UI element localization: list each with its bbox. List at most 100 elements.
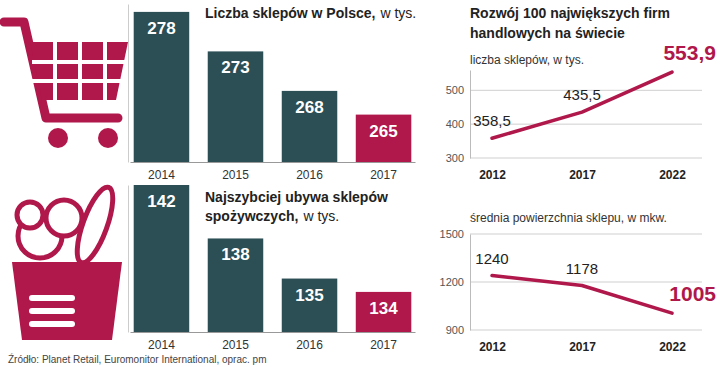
title-line: Liczba sklepów w Polsce, (205, 5, 375, 21)
cart-grid (103, 42, 107, 100)
y-tick: 900 (446, 324, 464, 336)
x-axis: 2014 2015 2016 2017 (131, 333, 416, 352)
subtitle: w tys. (379, 5, 416, 21)
subtitle: liczba sklepów, w tys. (470, 53, 584, 67)
x-tick: 2016 (296, 168, 323, 182)
x-tick: 2017 (569, 168, 596, 182)
data-labels: 278273268265 (147, 19, 397, 141)
title-line: spożywczych, (205, 208, 298, 224)
x-tick: 2017 (370, 338, 397, 352)
bar (134, 12, 190, 162)
bag-stripe (32, 295, 72, 301)
icon-bag (12, 183, 122, 340)
x-tick-label: 2017 (569, 340, 596, 354)
data-label: 138 (221, 245, 249, 264)
x-tick: 2017 (370, 168, 397, 182)
x-tick-label: 2022 (659, 340, 686, 354)
bar (282, 91, 338, 162)
cart-wheel (98, 128, 118, 148)
data-label: 273 (221, 58, 249, 77)
x-axis-line (131, 332, 416, 333)
y-axis-line (128, 5, 129, 163)
grid (470, 234, 702, 330)
grid-line (470, 158, 702, 159)
x-tick-label: 2015 (222, 168, 249, 182)
x-axis: 2012 2017 2022 (479, 340, 686, 354)
x-axis: 2014 2015 2016 2017 (131, 163, 416, 182)
title-line: Najszybciej ubywa sklepów (205, 189, 388, 205)
data-label: 1178 (566, 260, 598, 277)
x-axis-line (131, 162, 416, 163)
subtitle: w tys. (302, 208, 339, 224)
icon-cart (4, 22, 128, 148)
y-tick: 1500 (440, 228, 464, 240)
y-tick: 300 (446, 152, 464, 164)
x-tick-label: 2016 (296, 338, 323, 352)
x-tick-label: 2016 (296, 168, 323, 182)
x-tick: 2012 (479, 168, 506, 182)
bag-body (12, 262, 122, 340)
lines (492, 276, 672, 314)
x-tick: 2014 (148, 168, 175, 182)
data-label: 1240 (475, 250, 508, 267)
bar (134, 185, 190, 332)
grid-line (470, 282, 702, 283)
x-tick-label: 2017 (569, 168, 596, 182)
x-tick-label: 2012 (479, 340, 506, 354)
data-label: 358,5 (473, 112, 511, 129)
canvas: 2782732682652014201520162017Liczba sklep… (0, 0, 720, 367)
cart-grid (53, 42, 57, 100)
bar (208, 51, 264, 162)
data-label: 1005 (669, 282, 716, 305)
y-axis-line (128, 186, 129, 333)
data-labels: 142138135134 (147, 192, 398, 318)
title: Najszybciej ubywa sklepów spożywczych, (205, 189, 388, 224)
subtitle: średnia powierzchnia sklepu, w mkw. (470, 211, 667, 225)
y-tick-label: 1200 (440, 276, 464, 288)
y-tick-label: 500 (446, 84, 464, 96)
data-label: 435,5 (563, 86, 601, 103)
y-axis-line (470, 71, 471, 159)
y-axis-line (470, 235, 471, 331)
lines (492, 72, 672, 138)
source: Źródło: Planet Retail, Euromonitor Inter… (8, 353, 266, 365)
title-line: Rozwój 100 największych firm (470, 5, 670, 21)
data-label: 553,9 (663, 41, 716, 64)
y-axis: 900 1200 1500 (440, 228, 471, 336)
line (492, 72, 672, 138)
bar (282, 279, 338, 332)
x-tick: 2017 (569, 340, 596, 354)
y-tick: 1200 (440, 276, 464, 288)
y-tick: 400 (446, 118, 464, 130)
x-axis: 2012 2017 2022 (479, 168, 686, 182)
bars (134, 185, 412, 332)
x-tick: 2022 (659, 168, 686, 182)
x-tick: 2015 (222, 338, 249, 352)
grid-line (470, 234, 702, 235)
line (492, 276, 672, 314)
x-tick-label: 2012 (479, 168, 506, 182)
data-labels: 1240 1178 1005 (475, 250, 716, 306)
x-tick: 2014 (148, 338, 175, 352)
cart-grid (32, 79, 126, 83)
bar (208, 238, 264, 332)
y-tick-label: 900 (446, 324, 464, 336)
x-tick-label: 2017 (370, 338, 397, 352)
data-label: 278 (147, 19, 175, 38)
data-label: 142 (147, 192, 175, 211)
cart-grid (78, 42, 82, 100)
bar (356, 115, 412, 162)
x-tick-label: 2015 (222, 338, 249, 352)
cart-basket (30, 42, 128, 100)
x-tick-label: 2014 (148, 168, 175, 182)
y-tick-label: 400 (446, 118, 464, 130)
title-line: handlowych na świecie (470, 25, 625, 41)
bar (356, 292, 412, 332)
cart-wheel (48, 128, 68, 148)
data-label: 135 (295, 286, 323, 305)
title: Liczba sklepów w Polsce, (205, 5, 375, 21)
x-tick-label: 2017 (370, 168, 397, 182)
y-axis: 300 400 500 (446, 71, 471, 165)
bag-lettuce (17, 202, 43, 228)
x-tick: 2022 (659, 340, 686, 354)
